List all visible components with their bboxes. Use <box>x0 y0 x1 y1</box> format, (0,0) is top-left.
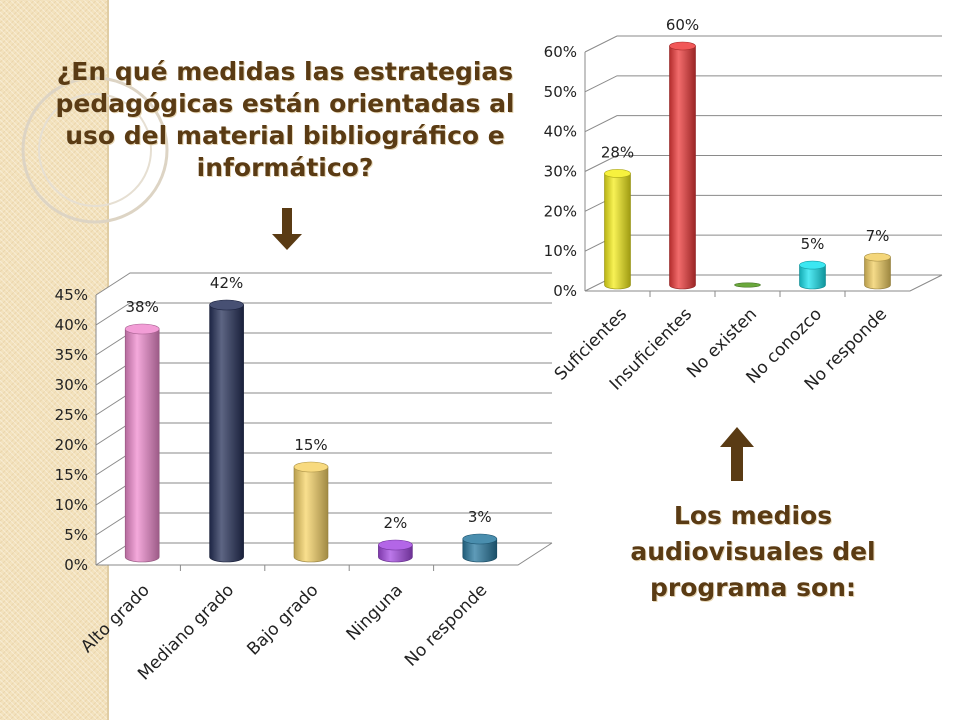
audiovisual-media-title: Los medios audiovisuales del programa so… <box>630 501 876 602</box>
y-tick-label: 0% <box>553 282 577 300</box>
y-tick-label: 30% <box>55 376 88 394</box>
data-label: 28% <box>601 143 634 161</box>
data-label: 2% <box>384 514 408 532</box>
bar <box>734 282 761 288</box>
y-tick-label: 25% <box>55 406 88 424</box>
bar <box>209 299 244 563</box>
y-tick-label: 0% <box>64 556 88 574</box>
data-label: 38% <box>126 298 159 316</box>
gridline <box>584 155 942 172</box>
y-tick-label: 15% <box>55 466 88 484</box>
gridline <box>95 302 552 326</box>
y-tick-label: 20% <box>544 202 577 220</box>
data-label: 15% <box>294 436 327 454</box>
y-tick-label: 30% <box>544 163 577 181</box>
down-arrow-icon <box>272 208 302 250</box>
y-tick-label: 20% <box>55 436 88 454</box>
decorative-band <box>0 0 107 720</box>
data-label: 5% <box>801 235 825 253</box>
y-tick-label: 35% <box>55 346 88 364</box>
gridline <box>584 75 942 93</box>
y-tick-label: 10% <box>544 242 577 260</box>
bar <box>462 533 498 563</box>
chart-plot-area <box>585 36 942 291</box>
y-tick-label: 45% <box>55 286 88 304</box>
bar <box>669 41 696 290</box>
gridline <box>584 115 942 133</box>
y-tick-label: 40% <box>55 316 88 334</box>
data-label: 3% <box>468 508 492 526</box>
bar <box>799 260 826 290</box>
decorative-rings <box>21 76 169 224</box>
question-title: ¿En qué medidas las estrategias pedagógi… <box>55 57 515 182</box>
bar <box>864 252 891 290</box>
data-label: 42% <box>210 274 243 292</box>
gridline <box>95 272 552 296</box>
y-tick-label: 50% <box>544 83 577 101</box>
bar <box>604 169 631 290</box>
y-tick-label: 5% <box>64 526 88 544</box>
x-axis <box>585 274 943 292</box>
y-tick-label: 10% <box>55 496 88 514</box>
bar <box>124 323 160 563</box>
data-label: 7% <box>866 227 890 245</box>
data-label: 60% <box>666 16 699 34</box>
bar <box>378 539 413 563</box>
gridline <box>584 35 942 53</box>
y-tick-label: 40% <box>544 123 577 141</box>
bar <box>293 461 329 563</box>
up-arrow-icon <box>720 427 754 481</box>
x-axis <box>96 542 553 566</box>
y-tick-label: 60% <box>544 43 577 61</box>
